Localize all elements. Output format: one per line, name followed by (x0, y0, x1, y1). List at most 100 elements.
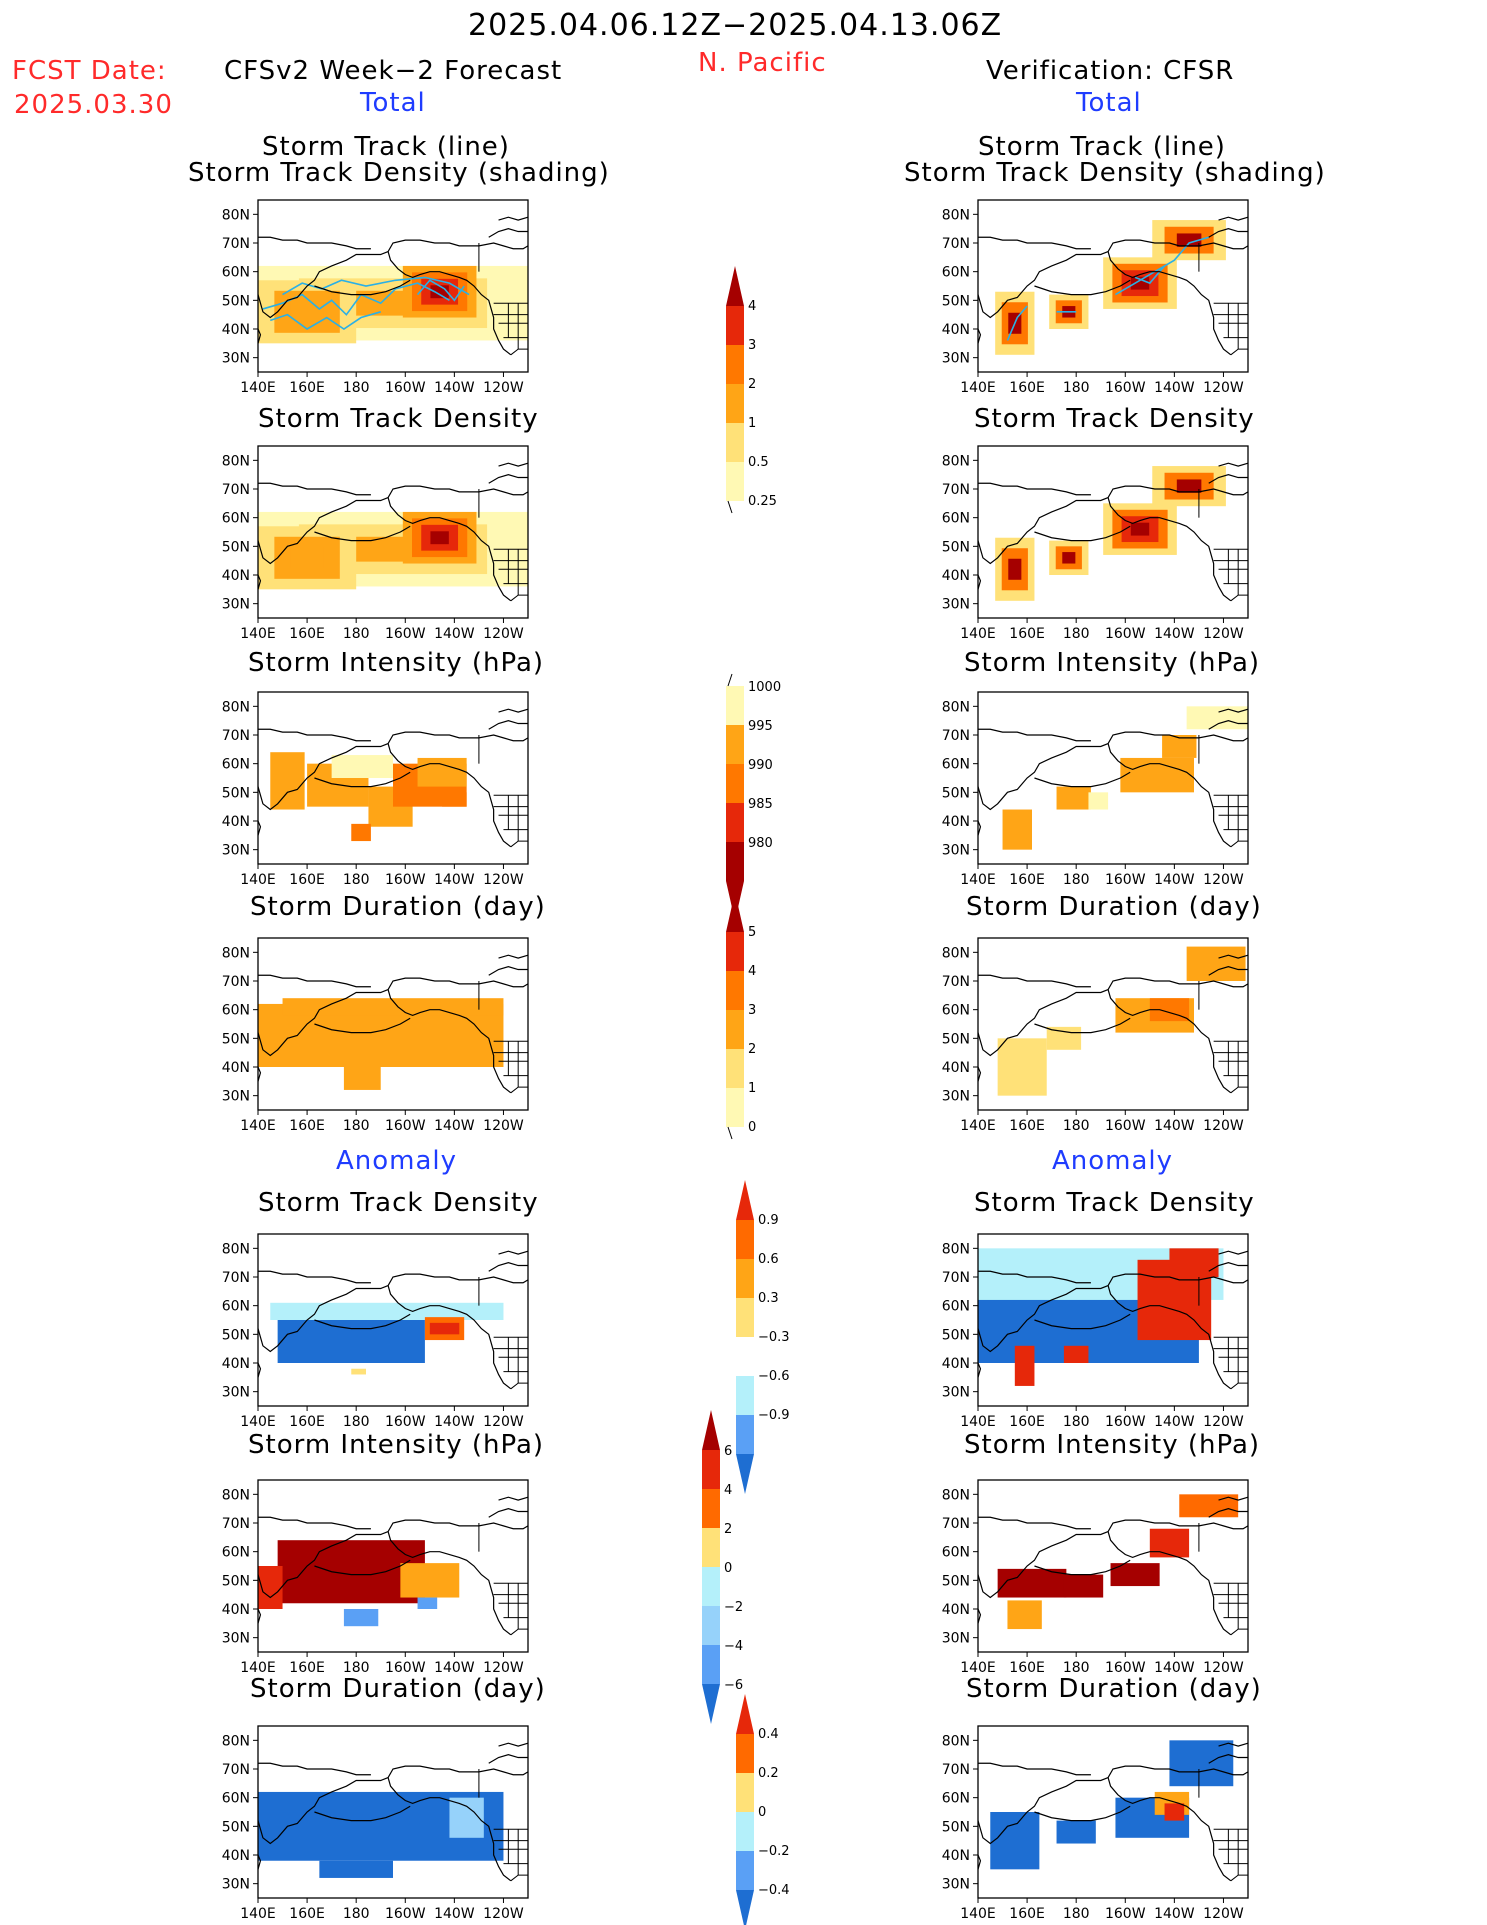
colorbar-tick-label: 980 (748, 836, 773, 851)
y-tick-label: 60N (942, 511, 970, 527)
x-tick-label: 140E (960, 1118, 996, 1134)
colorbar-tick-label: −2 (724, 1600, 743, 1615)
total-left-label: Total (360, 88, 426, 118)
y-tick-label: 70N (222, 236, 250, 252)
coastline (978, 1516, 1091, 1530)
y-tick-label: 40N (222, 568, 250, 584)
x-tick-label: 160E (1009, 1118, 1045, 1134)
coastline (314, 771, 411, 788)
coastline (257, 989, 389, 1057)
map-frame (977, 199, 1249, 373)
x-tick-label: 180 (1063, 1414, 1090, 1430)
shade-cell (990, 1812, 1040, 1870)
colorbar-tick-label: −0.2 (758, 1844, 790, 1859)
border-line (1230, 1382, 1248, 1390)
y-tick-label: 70N (222, 1270, 250, 1286)
shade-cell (1088, 792, 1109, 810)
x-tick-label: 140W (434, 380, 475, 396)
coastline (1208, 720, 1248, 730)
y-tick-label: 30N (942, 1877, 970, 1893)
forecast-title: CFSv2 Week−2 Forecast (224, 56, 563, 86)
colorbar-arrow (702, 1410, 720, 1450)
y-tick-label: 80N (222, 453, 250, 469)
y-tick-label: 50N (222, 539, 250, 555)
coastline (978, 974, 1091, 988)
coastline (1107, 977, 1249, 990)
coastline (488, 720, 528, 730)
y-tick-label: 30N (942, 1631, 970, 1647)
x-tick-label: 180 (1063, 626, 1090, 642)
coastline (258, 1762, 371, 1776)
cfsr-duration-title: Storm Duration (day) (966, 892, 1262, 922)
coastline (488, 228, 528, 238)
cfsr-intensity-anom-title: Storm Intensity (hPa) (964, 1430, 1261, 1460)
shade-cell (290, 301, 324, 323)
coastline (498, 1742, 529, 1747)
shade-cell (1056, 1820, 1096, 1844)
shade-cell (1179, 1494, 1239, 1518)
fcst-intensity-anom-map: 140E 160E 180 160W 140W 120W 30N 40N 50N 60N 70N 80… (222, 1479, 529, 1676)
x-tick-label: 160W (1105, 626, 1146, 642)
coastline (257, 743, 389, 811)
coastline (257, 497, 389, 565)
coastline (257, 1854, 262, 1870)
shade-cell (997, 1568, 1067, 1598)
y-tick-label: 60N (222, 1545, 250, 1561)
coastline (314, 1313, 411, 1330)
coastline (978, 1762, 1091, 1776)
coastline (387, 1519, 529, 1532)
coastline (488, 1508, 528, 1518)
colorbar-segment (726, 306, 744, 345)
shade-cell (1186, 706, 1248, 730)
x-tick-label: 140E (960, 1414, 996, 1430)
colorbar-tick-label: 1 (748, 416, 756, 431)
coastline (1218, 1496, 1249, 1501)
coastline (977, 989, 1109, 1057)
x-tick-label: 120W (483, 872, 524, 888)
y-tick-label: 50N (942, 1327, 970, 1343)
x-tick-label: 140E (240, 1660, 276, 1676)
x-tick-label: 140W (434, 872, 475, 888)
y-tick-label: 50N (222, 1031, 250, 1047)
colorbar-segment (702, 1645, 720, 1684)
x-tick-label: 140W (434, 1118, 475, 1134)
x-tick-label: 180 (1063, 1906, 1090, 1922)
coastline (488, 966, 528, 976)
x-tick-label: 120W (1203, 1660, 1244, 1676)
coastline (258, 728, 371, 742)
colorbar-tick-label: −0.3 (758, 1330, 790, 1345)
shade-cell (417, 757, 467, 787)
y-tick-label: 70N (942, 1516, 970, 1532)
coastline (1107, 731, 1249, 744)
coastline (257, 1608, 262, 1624)
shade-cell (1056, 786, 1091, 810)
x-tick-label: 140E (240, 380, 276, 396)
coastline (258, 1270, 371, 1284)
x-tick-label: 160W (1105, 1906, 1146, 1922)
fcst-density-map: 140E 160E 180 160W 140W 120W 30N 40N 50N 60N 70N 80… (222, 445, 529, 642)
y-tick-label: 60N (222, 265, 250, 281)
y-tick-label: 80N (222, 1733, 250, 1749)
y-tick-label: 60N (222, 1791, 250, 1807)
shade-cell (1169, 1248, 1219, 1277)
x-tick-label: 160W (1105, 380, 1146, 396)
map-frame (977, 1233, 1249, 1407)
colorbar-segment (702, 1489, 720, 1528)
coastline (1034, 1017, 1131, 1034)
x-tick-label: 140W (1154, 1660, 1195, 1676)
x-tick-label: 120W (483, 1906, 524, 1922)
cfsr-density-map: 140E 160E 180 160W 140W 120W 30N 40N 50N 60N 70N 80… (942, 445, 1249, 642)
colorbar-arrow (726, 266, 744, 306)
border-line (1230, 840, 1248, 848)
shade-cell (1164, 1803, 1185, 1821)
coastline (258, 236, 371, 250)
colorbar-tick-label: 0.5 (748, 455, 769, 470)
cfsr-intensity-map: 140E 160E 180 160W 140W 120W 30N 40N 50N 60N 70N 80… (942, 691, 1249, 888)
colorbar-arrow (736, 1454, 754, 1494)
coastline (1107, 1777, 1232, 1882)
coastline (498, 1496, 529, 1501)
shade-cell (1062, 552, 1076, 564)
shade-cell (1130, 276, 1150, 290)
coastline (1208, 966, 1248, 976)
y-tick-label: 40N (222, 322, 250, 338)
